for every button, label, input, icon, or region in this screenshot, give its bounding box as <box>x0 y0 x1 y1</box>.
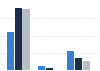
Bar <box>22 9 30 70</box>
Bar <box>7 32 14 70</box>
Bar <box>46 68 53 70</box>
Bar <box>38 66 45 70</box>
Bar <box>83 61 90 70</box>
Bar <box>67 51 74 70</box>
Bar <box>15 8 22 70</box>
Bar <box>75 58 82 70</box>
